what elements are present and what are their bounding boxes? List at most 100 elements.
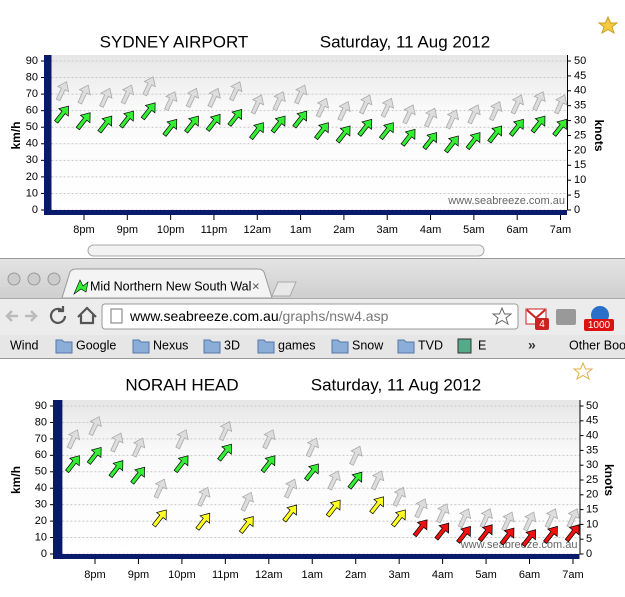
wind-arrow [173, 455, 189, 474]
tab-icon [73, 279, 89, 295]
gust-arrow [423, 107, 438, 128]
wind-arrow [443, 135, 459, 154]
reload-button[interactable] [49, 306, 67, 324]
wind-arrow [151, 509, 167, 528]
x-tick-label: 11pm [212, 569, 239, 581]
y2-tick-label: 15 [586, 504, 598, 516]
y2-tick-label: 20 [574, 144, 586, 156]
extension-icon[interactable] [556, 309, 576, 325]
gust-arrow [510, 94, 525, 115]
scrollbar-thumb[interactable] [87, 244, 485, 257]
gust-arrow [349, 445, 363, 466]
y-tick-label: 20 [26, 171, 38, 183]
home-button[interactable] [77, 306, 97, 325]
bookmark[interactable]: Wind [10, 338, 39, 352]
bookmark-overflow[interactable]: » [528, 337, 536, 353]
wind-arrow [564, 524, 580, 543]
gust-arrow [392, 486, 407, 507]
gust-arrow [479, 508, 493, 529]
y-tick-label: 0 [32, 204, 38, 216]
page-icon [110, 308, 123, 324]
y-tick-label: 80 [26, 71, 38, 83]
gust-arrow [522, 511, 537, 532]
folder-icon [55, 339, 73, 354]
x-tick-label: 9pm [128, 569, 149, 581]
gust-arrow [207, 87, 221, 108]
bookmark[interactable]: Nexus [153, 338, 188, 352]
other-bookmarks[interactable]: Other Boo [569, 338, 625, 352]
left-axis-bar [53, 400, 63, 558]
x-tick-label: 8pm [73, 224, 94, 236]
gust-arrow [110, 432, 124, 453]
wind-arrow [282, 504, 298, 523]
new-tab[interactable] [271, 281, 297, 297]
bookmark[interactable]: Google [76, 338, 116, 352]
window-button[interactable] [27, 272, 41, 286]
watermark: www.seabreeze.com.au [447, 195, 565, 207]
wind-arrow [238, 516, 254, 535]
gust-arrow [544, 508, 559, 529]
chart-date: Saturday, 11 Aug 2012 [320, 32, 490, 51]
wind-arrow [195, 512, 211, 531]
wind-arrow [347, 471, 363, 490]
x-tick-label: 4am [432, 569, 453, 581]
y-tick-label: 90 [26, 55, 38, 67]
wind-arrow [487, 125, 503, 144]
bookmark[interactable]: Snow [352, 338, 384, 352]
x-tick-label: 2am [333, 224, 354, 236]
bookmark[interactable]: TVD [418, 338, 443, 352]
wind-arrow [108, 460, 124, 479]
tab-close[interactable]: × [252, 278, 260, 293]
badge [535, 318, 549, 330]
wind-arrow [379, 122, 394, 141]
back-button[interactable] [5, 310, 18, 322]
star[interactable] [572, 361, 594, 381]
y-tick-label: 60 [35, 449, 47, 461]
bookmark-icon [457, 338, 472, 354]
gust-arrow [164, 91, 178, 112]
y2-tick-label: 50 [574, 55, 586, 67]
plot-area [62, 400, 580, 554]
bookmark[interactable]: games [278, 338, 316, 352]
star[interactable] [597, 15, 619, 35]
y2-tick-label: 10 [586, 518, 598, 530]
wind-arrow [325, 499, 341, 518]
wind-arrow [434, 522, 450, 541]
wind-arrow [369, 496, 384, 515]
wind-arrow [390, 509, 406, 528]
wind-arrow [508, 118, 524, 137]
bookmark-star[interactable] [491, 306, 513, 326]
gust-arrow [175, 429, 189, 450]
url-box[interactable] [101, 303, 519, 330]
window-button[interactable] [47, 272, 61, 286]
y-tick-label: 40 [35, 482, 47, 494]
x-tick-label: 5am [475, 569, 496, 581]
wind-arrow [530, 115, 546, 134]
y2-tick-label: 25 [574, 129, 586, 141]
bookmark[interactable]: E [478, 338, 486, 352]
wind-arrow [260, 455, 276, 474]
y2-tick-label: 0 [574, 204, 580, 216]
y-axis-label: km/h [9, 466, 23, 494]
tab[interactable] [61, 268, 273, 299]
gust-arrow [185, 87, 200, 108]
gust-arrow [99, 87, 113, 108]
badge [584, 319, 614, 331]
forward-button[interactable] [25, 310, 38, 322]
x-tick-label: 12am [244, 224, 272, 236]
wind-arrow [412, 519, 428, 538]
x-tick-label: 3am [377, 224, 398, 236]
x-tick-label: 9pm [117, 224, 138, 236]
bookmark[interactable]: 3D [224, 338, 240, 352]
wind-arrow [456, 525, 471, 544]
gust-arrow [250, 94, 265, 115]
y2-tick-label: 35 [574, 100, 586, 112]
y2-tick-label: 45 [586, 415, 598, 427]
y-tick-label: 30 [26, 154, 38, 166]
y-tick-label: 10 [26, 187, 38, 199]
y2-tick-label: 20 [586, 489, 598, 501]
y-tick-label: 90 [35, 400, 47, 412]
window-button[interactable] [7, 272, 21, 286]
gust-arrow [566, 508, 580, 529]
